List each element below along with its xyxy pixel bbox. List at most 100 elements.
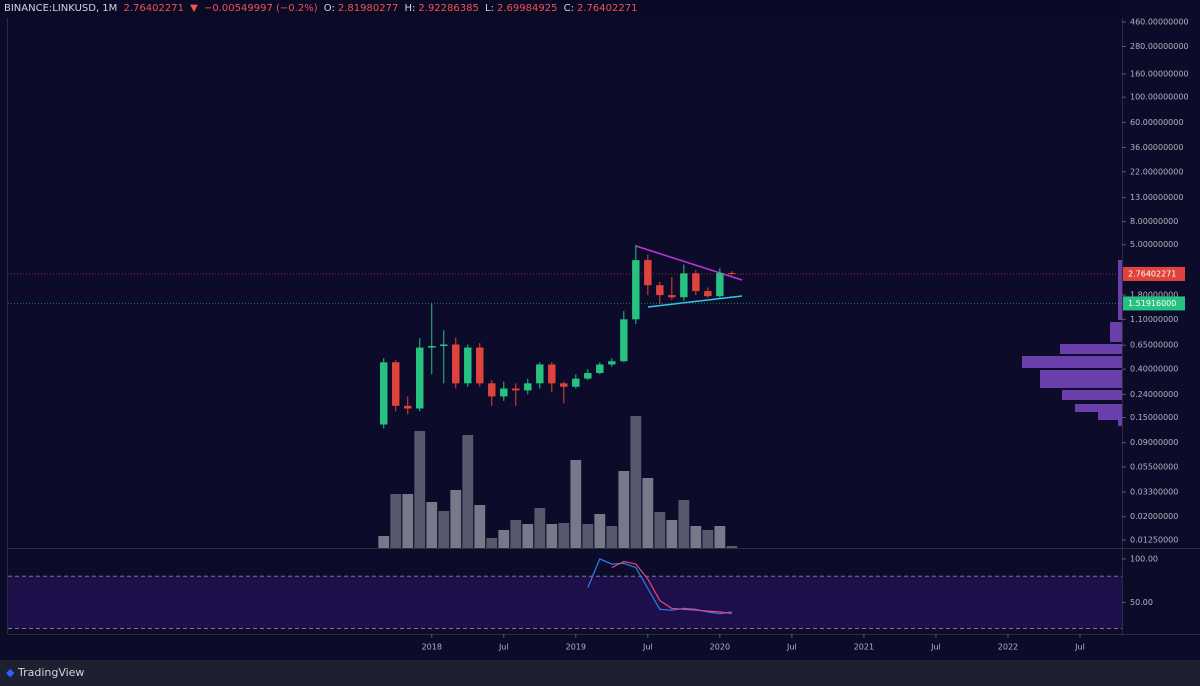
y-tick-label: 460.00000000 [1130, 18, 1189, 27]
x-tick-label: Jul [642, 643, 653, 652]
candle-body [476, 347, 484, 384]
candle-body [416, 347, 424, 409]
candle-body [572, 378, 580, 387]
x-tick-label: Jul [930, 643, 941, 652]
volume-bar [690, 526, 702, 548]
volume-bar [678, 500, 690, 548]
volume-bar [666, 520, 678, 548]
x-tick-label: 2018 [422, 643, 442, 652]
candle-body [536, 364, 544, 384]
volume-bar [594, 514, 606, 548]
candle-body [452, 344, 460, 384]
profile-bar [1060, 344, 1122, 354]
volume-bar [462, 435, 474, 548]
volume-bar [498, 530, 510, 548]
profile-bar [1075, 404, 1122, 412]
change: −0.00549997 (−0.2%) [204, 3, 318, 14]
profile-bar [1040, 370, 1122, 388]
candle-body [704, 291, 712, 297]
candle-body [596, 364, 604, 374]
profile-bar [1098, 412, 1122, 420]
y-tick-label: 0.03300000 [1130, 488, 1178, 497]
change-arrow: ▼ [190, 3, 198, 14]
band-fill [8, 576, 1122, 629]
volume-bar [606, 526, 618, 548]
y-tick-label: 8.00000000 [1130, 217, 1178, 226]
brand-logo: ◆ [6, 666, 15, 679]
oscillator-line [587, 558, 732, 615]
candle-body [404, 405, 412, 409]
volume-bar [510, 520, 522, 548]
x-tick-label: 2022 [998, 643, 1018, 652]
y-tick-label: 36.00000000 [1130, 143, 1183, 152]
candle-body [392, 362, 400, 406]
y-tick-label: 13.00000000 [1130, 193, 1183, 202]
volume-bar [726, 546, 738, 548]
y-tick-label: 22.00000000 [1130, 167, 1183, 176]
y-tick-label: 0.65000000 [1130, 341, 1178, 350]
y-tick-label: 0.24000000 [1130, 390, 1178, 399]
x-tick-label: 2019 [566, 643, 586, 652]
candle-body [488, 383, 496, 397]
x-tick-label: 2020 [710, 643, 730, 652]
candle-body [632, 260, 640, 320]
volume-bar [474, 505, 486, 548]
x-tick-label: Jul [786, 643, 797, 652]
profile-bar [1110, 322, 1122, 342]
y-tick-label: 160.00000000 [1130, 70, 1189, 79]
last-price: 2.76402271 [123, 3, 184, 14]
volume-bar [618, 471, 630, 548]
volume-bar [378, 536, 390, 548]
candle-body [512, 388, 520, 391]
volume-bar [438, 511, 450, 548]
low: 2.69984925 [497, 3, 558, 14]
y-tick-label: 0.05500000 [1130, 462, 1178, 471]
volume-bar [654, 512, 666, 548]
y-tick-label: 0.01250000 [1130, 535, 1178, 544]
volume-bar [414, 431, 426, 548]
candle-body [428, 346, 436, 348]
main-pane [8, 18, 1122, 548]
candle-body [644, 260, 652, 286]
volume-bar [534, 508, 546, 548]
candle-body [380, 362, 388, 425]
profile-bar [1062, 390, 1122, 400]
volume-bar [558, 523, 570, 548]
candle-body [656, 285, 664, 296]
candle-body [584, 373, 592, 379]
price-label: 2.76402271 [1128, 269, 1176, 278]
volume-bar [642, 478, 654, 548]
candle-body [620, 319, 628, 362]
symbol[interactable]: BINANCE:LINKUSD, 1M [4, 3, 118, 14]
volume-bar [426, 502, 438, 548]
oscillator-line [611, 560, 732, 615]
x-tick-label: 2021 [854, 643, 874, 652]
legend-bar: BINANCE:LINKUSD, 1M 2.76402271 ▼ −0.0054… [0, 0, 1122, 18]
candle-body [548, 364, 556, 384]
brand[interactable]: TradingView [17, 666, 85, 679]
candle-body [524, 383, 532, 391]
volume-bar [702, 530, 714, 548]
profile-bar [1118, 260, 1122, 320]
h-label: H: [404, 3, 416, 14]
y-tick-label: 0.09000000 [1130, 438, 1178, 447]
trendline-support[interactable] [647, 295, 743, 308]
high: 2.92286385 [418, 3, 479, 14]
volume-bar [570, 460, 582, 548]
profile-bar [1022, 356, 1122, 368]
y-tick-label: 100.00000000 [1130, 93, 1189, 102]
candle-body [464, 347, 472, 384]
candle-body [608, 361, 616, 365]
c-label: C: [563, 3, 574, 14]
volume-bar [630, 416, 642, 548]
footer-bar: ◆ TradingView [0, 660, 1200, 686]
y-tick-label: 280.00000000 [1130, 42, 1189, 51]
candle-body [680, 273, 688, 298]
volume-bar [486, 538, 498, 548]
y-tick-label: 0.40000000 [1130, 365, 1178, 374]
x-tick-label: Jul [498, 643, 509, 652]
chart: 460.00000000 280.00000000 160.00000000 100.… [7, 18, 1200, 652]
trendline-resistance[interactable] [635, 245, 743, 281]
o-label: O: [323, 3, 335, 14]
